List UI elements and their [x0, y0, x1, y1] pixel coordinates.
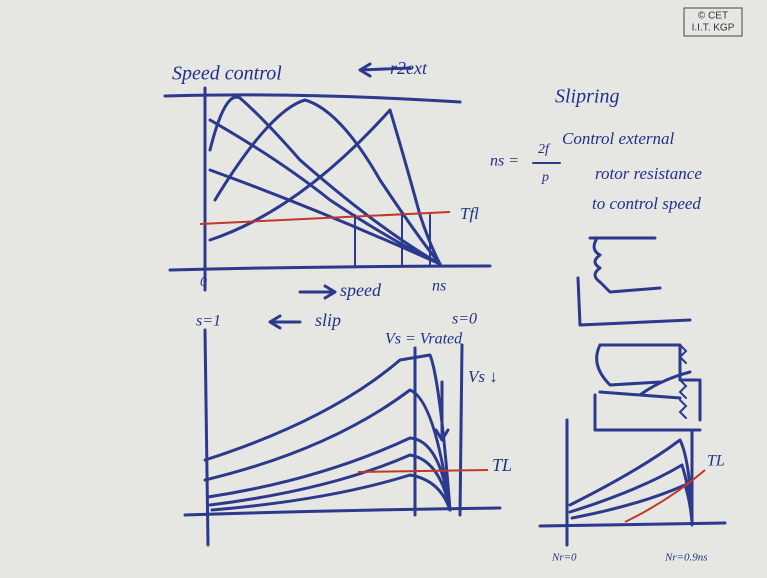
- curve-label: Vs = Vrated: [385, 331, 463, 348]
- right-label: Nr=0.9ns: [664, 552, 708, 564]
- load-label: TL: [492, 455, 512, 475]
- sketch: © CET I.I.T. KGP Speed control r2ext 0 s…: [0, 0, 767, 578]
- origin-label: 0: [200, 275, 207, 290]
- left-label: s=1: [196, 313, 221, 330]
- notes-heading: Slipring: [555, 86, 619, 108]
- page: © CET I.I.T. KGP Speed control r2ext 0 s…: [0, 0, 767, 578]
- left-label: Nr=0: [551, 552, 577, 564]
- note-line: Control external: [562, 129, 674, 148]
- top-title: Speed control: [172, 63, 282, 85]
- note-line: rotor resistance: [595, 164, 702, 183]
- load-label: Tfl: [460, 204, 479, 223]
- formula-lhs: ns =: [490, 153, 519, 170]
- x-end-label: ns: [432, 278, 446, 295]
- note-line: to control speed: [592, 194, 701, 213]
- right-label: s=0: [452, 311, 477, 328]
- arrow-label: r2ext: [390, 58, 428, 78]
- load-label: TL: [707, 453, 725, 470]
- formula-denominator: p: [541, 170, 549, 185]
- logo-line: © CET: [698, 11, 728, 22]
- logo-line: I.I.T. KGP: [692, 23, 735, 34]
- x-label: speed: [340, 280, 382, 300]
- arrow-label: Vs ↓: [468, 367, 498, 386]
- x-label: slip: [315, 310, 341, 330]
